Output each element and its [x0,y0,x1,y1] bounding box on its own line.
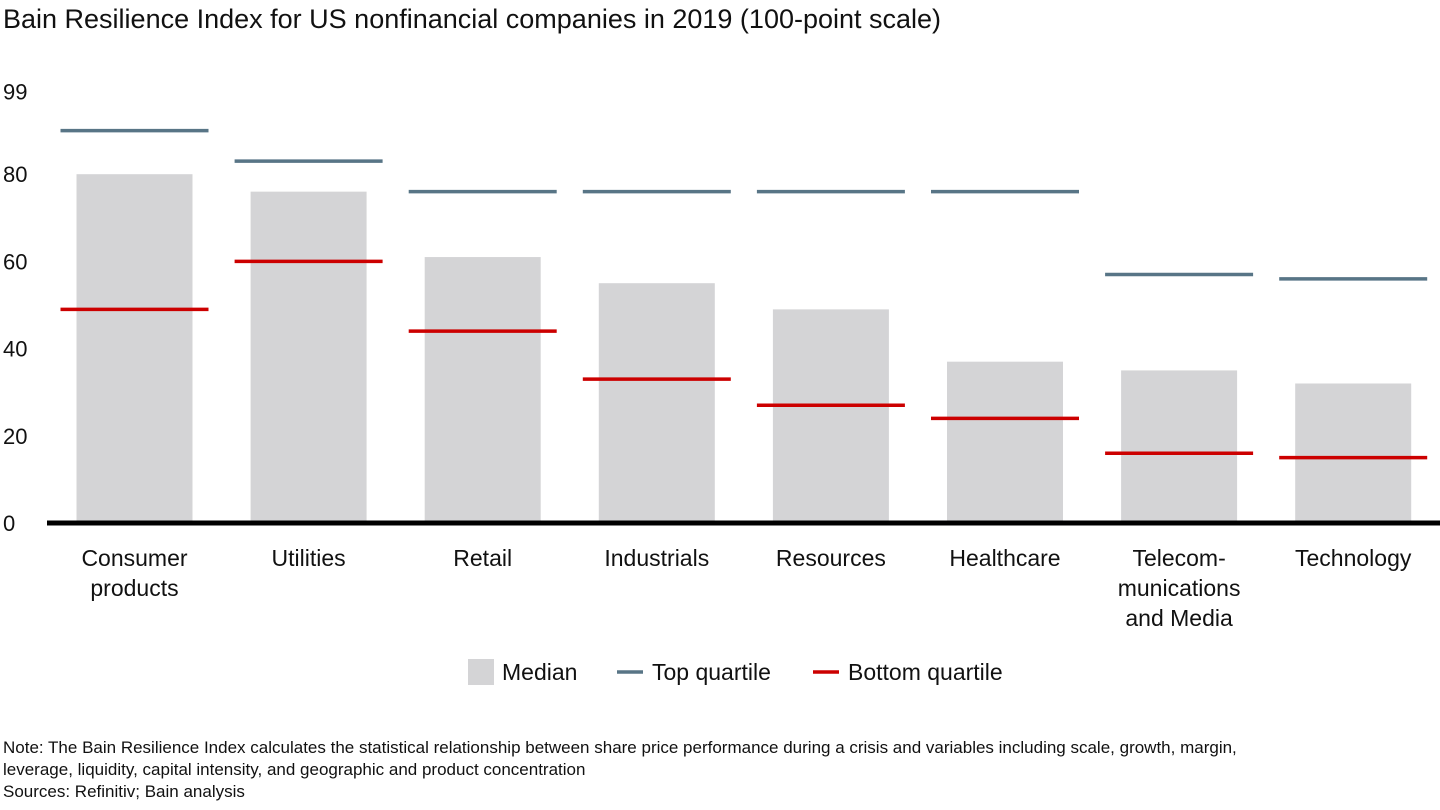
category-label: Retail [453,545,512,571]
y-tick-label: 40 [3,337,27,362]
median-bar [250,191,367,523]
top-quartile-markers [60,128,1428,281]
category-label: Telecom-munications and Media [1118,545,1241,631]
category-label: Technology [1295,545,1412,571]
y-tick-label: 20 [3,424,27,449]
y-tick-label: 60 [3,249,27,274]
category-label: Consumer products [81,545,187,601]
note-line-1: Note: The Bain Resilience Index calculat… [3,738,1237,757]
chart-notes: Note: The Bain Resilience Index calculat… [3,737,1439,803]
legend-bottom-quartile-label: Bottom quartile [848,659,1003,685]
category-label: Healthcare [949,545,1060,571]
chart-title: Bain Resilience Index for US nonfinancia… [3,4,942,34]
median-bar [772,309,889,523]
legend-median-swatch [468,659,494,685]
bar-chart: 0 20 40 60 80 99 Consumer products Utilities Ret… [3,79,1440,685]
category-label: Industrials [604,545,709,571]
legend-median-label: Median [502,659,577,685]
y-tick-label: 80 [3,162,27,187]
median-bar [598,283,715,523]
median-bar [76,174,193,523]
sources-line: Sources: Refinitiv; Bain analysis [3,782,245,801]
bottom-quartile-markers [60,259,1428,460]
category-labels: Consumer products Utilities Retail Industria… [81,545,1411,631]
median-bar [947,361,1063,523]
median-bar [1295,383,1412,523]
category-label: Utilities [272,545,346,571]
category-label: Resources [776,545,886,571]
legend-top-quartile-label: Top quartile [652,659,771,685]
y-axis-ticks: 0 20 40 60 80 99 [3,79,27,536]
median-bar [424,257,541,523]
y-tick-label: 99 [3,79,27,104]
y-tick-label: 0 [3,511,15,536]
legend: Median Top quartile Bottom quartile [468,659,1003,685]
note-line-2: leverage, liquidity, capital intensity, … [3,760,586,779]
median-bar [1121,370,1238,523]
median-bars [76,174,1412,523]
